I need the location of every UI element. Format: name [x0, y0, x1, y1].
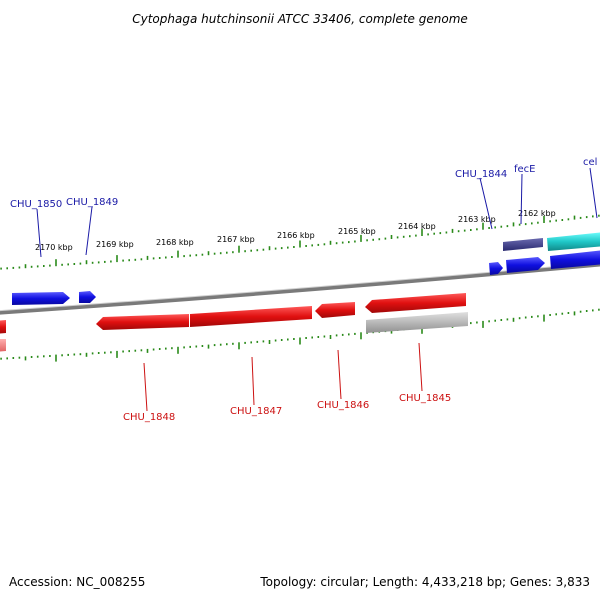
gene-CHU_1845[interactable] — [365, 293, 466, 313]
leader-CHU_1849 — [85, 206, 93, 256]
forward-strand-genes — [12, 232, 600, 305]
kbp-label: 2166 kbp — [277, 231, 315, 240]
kbp-label: 2163 kbp — [458, 215, 496, 224]
kbp-label: 2162 kbp — [518, 209, 556, 218]
leader-CHU_1847 — [251, 356, 255, 406]
leader-CHU_1850 — [36, 208, 42, 258]
leader-cel — [589, 167, 598, 219]
topology-summary-text: Topology: circular; Length: 4,433,218 bp… — [259, 575, 590, 589]
gene-CHU_1849[interactable] — [79, 291, 96, 303]
gene-fecE[interactable] — [503, 238, 543, 251]
gene-edge-left[interactable] — [0, 320, 6, 334]
gene-label-CHU_1849[interactable]: CHU_1849 — [66, 197, 118, 208]
upper-tick-track — [0, 214, 600, 270]
kbp-label: 2167 kbp — [217, 235, 255, 244]
reverse-strand-genes — [0, 293, 468, 352]
gene-CHU_1848[interactable] — [96, 314, 189, 330]
leader-CHU_1848 — [143, 362, 148, 412]
leader-CHU_1846 — [337, 349, 342, 400]
kbp-label: 2165 kbp — [338, 227, 376, 236]
leader-fecE — [520, 173, 523, 225]
gene-label-CHU_1846[interactable]: CHU_1846 — [317, 400, 369, 411]
gene-label-CHU_1845[interactable]: CHU_1845 — [399, 393, 451, 404]
gene-cel[interactable] — [547, 232, 600, 251]
kbp-label: 2170 kbp — [35, 243, 73, 252]
gene-label-CHU_1847[interactable]: CHU_1847 — [230, 406, 282, 417]
gene-CHU_1846[interactable] — [315, 302, 355, 318]
accession-text: Accession: NC_008255 — [9, 575, 145, 589]
kbp-scale-labels: 2170 kbp 2169 kbp 2168 kbp 2167 kbp 2166… — [35, 209, 556, 252]
map-title: Cytophaga hutchinsonii ATCC 33406, compl… — [132, 12, 468, 26]
gene-CHU_1844-small[interactable] — [489, 262, 503, 275]
leader-CHU_1844 — [479, 177, 493, 230]
gene-label-fecE[interactable]: fecE — [514, 164, 536, 175]
gene-fecE-blue[interactable] — [550, 250, 600, 269]
kbp-label: 2164 kbp — [398, 222, 436, 231]
gene-label-CHU_1844[interactable]: CHU_1844 — [455, 169, 507, 180]
gene-label-cel[interactable]: cel — [583, 157, 597, 168]
gene-leader-lines — [36, 167, 598, 412]
kbp-label: 2169 kbp — [96, 240, 134, 249]
gene-label-CHU_1848[interactable]: CHU_1848 — [123, 412, 175, 423]
gene-CHU_1850[interactable] — [12, 292, 70, 305]
gene-label-CHU_1850[interactable]: CHU_1850 — [10, 199, 62, 210]
gene-CHU_1844[interactable] — [506, 257, 545, 273]
leader-CHU_1845 — [418, 342, 423, 392]
reverse-gene-labels: CHU_1848 CHU_1847 CHU_1846 CHU_1845 — [123, 393, 451, 423]
kbp-label: 2168 kbp — [156, 238, 194, 247]
gene-CHU_1847[interactable] — [190, 306, 312, 327]
gene-CHU_1845-pseudo[interactable] — [366, 312, 468, 333]
gene-edge-left-pink[interactable] — [0, 339, 6, 352]
forward-gene-labels: CHU_1850 CHU_1849 CHU_1844 fecE cel — [10, 157, 597, 210]
